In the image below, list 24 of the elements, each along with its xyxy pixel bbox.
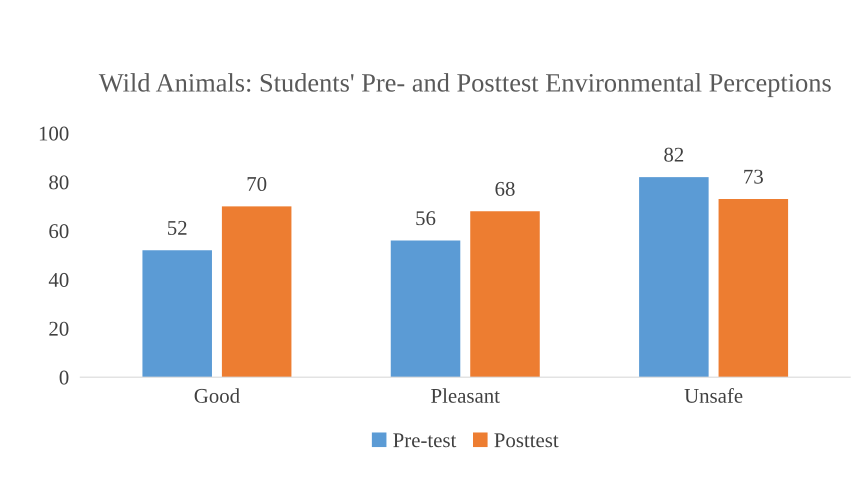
bar	[470, 211, 540, 378]
y-tick-label: 80	[49, 175, 68, 190]
data-label: 82	[664, 148, 684, 162]
bar	[222, 206, 292, 378]
y-tick-label: 20	[49, 322, 68, 336]
chart-title: Wild Animals: Students' Pre- and Posttest Environmental Perceptions	[98, 73, 831, 98]
bar	[390, 240, 460, 378]
data-label: 68	[495, 182, 515, 196]
bar	[142, 250, 212, 378]
x-tick-label: Unsafe	[684, 388, 742, 403]
y-tick-label: 0	[60, 370, 68, 385]
y-tick-label: 60	[49, 224, 68, 238]
y-tick-label: 100	[40, 126, 68, 141]
x-tick-label: Good	[194, 388, 240, 403]
data-label: 70	[248, 176, 266, 192]
x-tick-label: Pleasant	[431, 388, 500, 403]
data-label: 56	[416, 211, 436, 226]
bar	[718, 199, 788, 378]
data-label: 52	[168, 220, 186, 235]
data-label: 73	[744, 170, 763, 184]
y-tick-label: 40	[48, 272, 68, 287]
legend-label: Pre-test	[393, 433, 456, 448]
bar	[639, 177, 709, 378]
legend-label: Posttest	[494, 433, 559, 448]
